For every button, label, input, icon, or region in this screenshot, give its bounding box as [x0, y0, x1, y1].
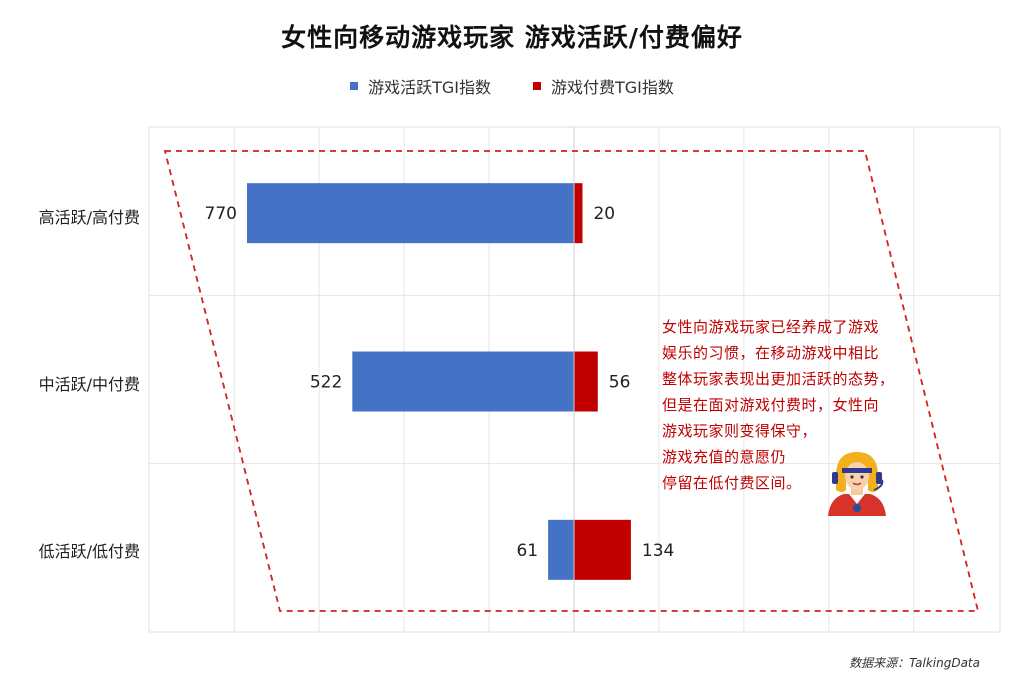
data-label-active: 522 — [310, 373, 342, 393]
legend-swatch-active — [350, 82, 359, 90]
legend: 游戏活跃TGI指数 游戏付费TGI指数 — [0, 74, 1024, 98]
legend-label-pay: 游戏付费TGI指数 — [551, 78, 674, 97]
annotation-text: 女性向游戏玩家已经养成了游戏 娱乐的习惯，在移动游戏中相比 整体玩家表现出更加活… — [662, 314, 932, 496]
category-label-mid: 中活跃/中付费 — [38, 375, 140, 394]
bar-pay — [574, 519, 631, 580]
bar-active — [352, 351, 574, 412]
chart-title: 女性向移动游戏玩家 游戏活跃/付费偏好 — [281, 23, 743, 52]
annotation-line: 女性向游戏玩家已经养成了游戏 — [662, 318, 880, 336]
legend-item-active: 游戏活跃TGI指数 — [350, 74, 491, 98]
data-label-pay: 20 — [593, 204, 615, 224]
annotation-line: 游戏充值的意愿仍 — [662, 448, 787, 466]
bar-active — [548, 519, 574, 580]
annotation-line: 但是在面对游戏付费时，女性向 — [662, 396, 880, 414]
bar-pay — [574, 351, 598, 412]
legend-swatch-pay — [533, 82, 541, 90]
category-label-low: 低活跃/低付费 — [38, 542, 140, 561]
category-label-high: 高活跃/高付费 — [38, 208, 140, 227]
annotation-line: 游戏玩家则变得保守， — [662, 422, 818, 440]
highlight-outline — [163, 150, 980, 612]
annotation-line: 整体玩家表现出更加活跃的态势， — [662, 370, 895, 388]
bar-pay — [574, 183, 583, 244]
annotation-line: 娱乐的习惯，在移动游戏中相比 — [662, 344, 880, 362]
legend-item-pay: 游戏付费TGI指数 — [533, 74, 674, 98]
bar-active — [247, 183, 574, 244]
annotation-line: 停留在低付费区间。 — [662, 474, 802, 492]
data-label-active: 770 — [205, 204, 237, 224]
legend-label-active: 游戏活跃TGI指数 — [368, 78, 491, 97]
data-label-pay: 134 — [642, 541, 674, 561]
female-gamer-avatar-icon — [828, 452, 886, 516]
data-label-pay: 56 — [609, 373, 631, 393]
data-source: 数据来源：TalkingData — [849, 656, 980, 670]
data-label-active: 61 — [516, 541, 538, 561]
